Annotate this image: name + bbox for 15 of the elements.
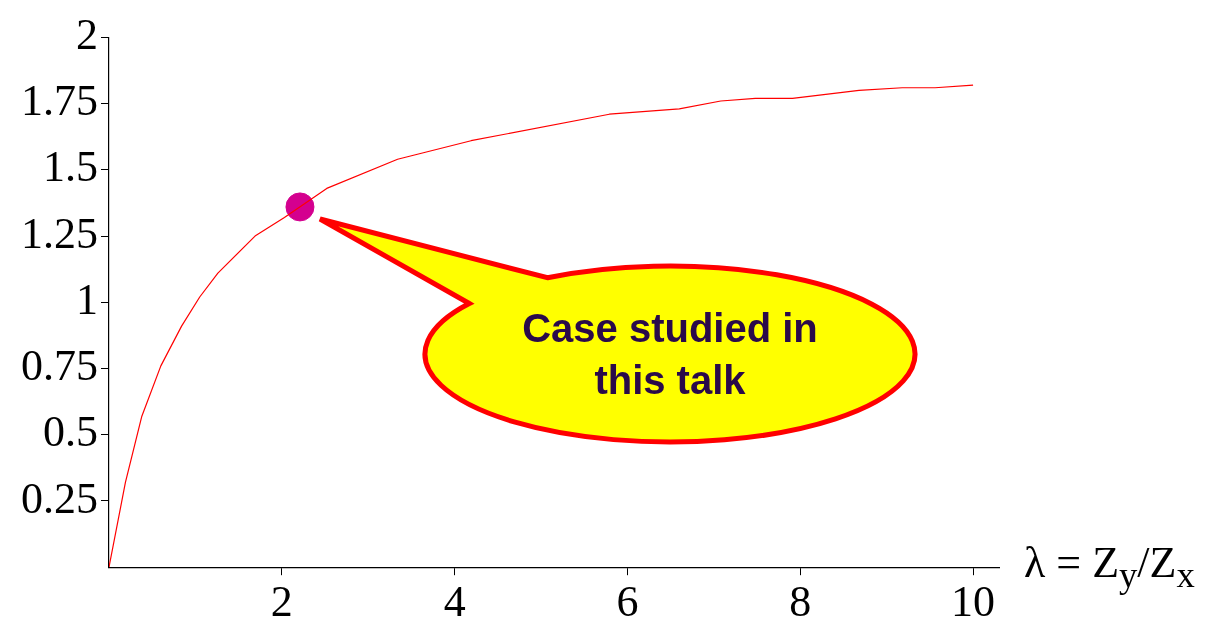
y-tick-label: 1	[76, 274, 98, 324]
x-tick-label: 10	[951, 577, 996, 627]
x-tick-label: 2	[270, 577, 293, 627]
y-tick-label: 1.75	[21, 76, 98, 126]
y-tick-label: 0.25	[21, 473, 98, 523]
y-tick-label: 0.5	[43, 407, 98, 457]
y-tick-label: 2	[76, 9, 98, 59]
annotation: Case studied in this talk	[521, 304, 819, 404]
x-axis-title: λ = Z$_{y}$/Z$_{x}$	[1024, 537, 1195, 596]
y-tick-label: 0.75	[21, 341, 98, 391]
y-tick-label: 1.25	[21, 208, 98, 258]
x-tick-label: 6	[616, 577, 639, 627]
x-tick-label: 8	[789, 577, 812, 627]
x-tick-label: 4	[443, 577, 466, 627]
y-tick-label: 1.5	[43, 142, 98, 192]
